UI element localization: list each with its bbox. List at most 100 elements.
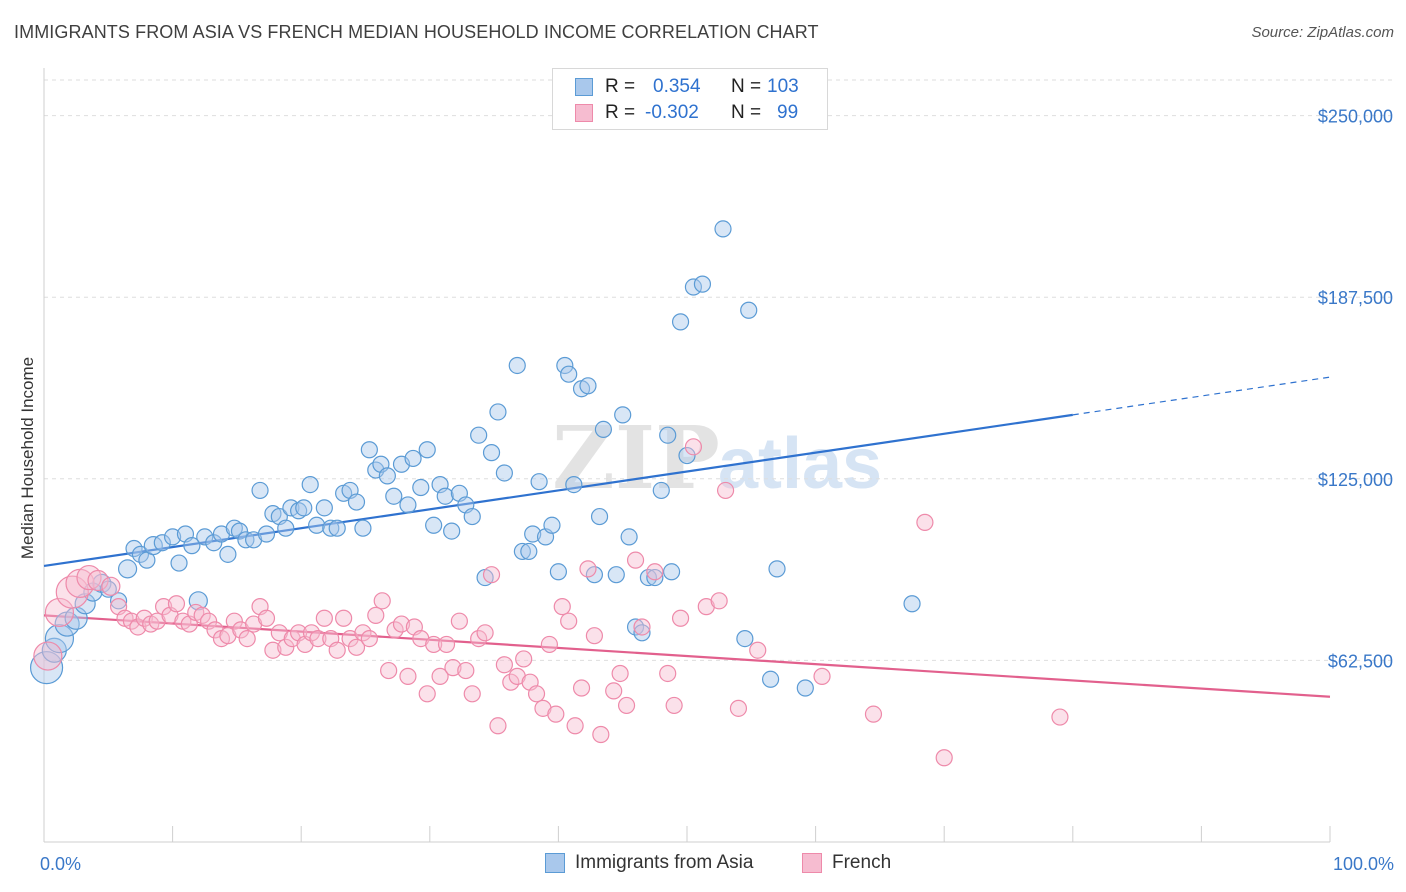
asia-point [170,554,188,572]
asia-point [153,534,171,552]
x-tick-label: 0.0% [40,854,81,874]
legend-n-value: 99 [777,102,799,123]
french-point [495,656,513,674]
asia-point [714,220,732,238]
french-point [864,705,883,723]
asia-point [188,591,208,611]
french-point [560,612,578,630]
asia-point [740,301,758,319]
french-point [633,618,651,636]
asia-trend-extension [1072,376,1331,416]
source-label: Source: ZipAtlas.com [1251,24,1394,41]
legend-swatch-french [575,104,593,122]
french-point [813,667,831,685]
asia-point [903,595,921,613]
asia-point [315,499,333,517]
french-point [540,635,558,654]
french-point [129,618,147,636]
french-point [566,717,584,735]
french-point [122,612,141,630]
asia-point [109,592,128,610]
asia-point [412,478,430,497]
french-point [572,679,591,697]
asia-point [219,545,237,563]
asia-point [354,519,372,537]
series-legend: Immigrants from Asia French [0,852,1406,878]
correlation-legend: R = 0.354 N = 103 R = -0.302 N = 99 [552,68,828,130]
french-point [916,513,934,531]
french-point [935,749,953,767]
asia-point [117,559,138,579]
french-point [360,630,378,648]
french-point [489,717,507,735]
french-point [671,609,690,627]
french-point [463,685,481,703]
asia-point [436,487,454,505]
french-point [347,638,366,656]
french-point [193,606,211,624]
french-point [328,641,346,659]
asia-point [495,464,513,482]
asia-point [44,624,75,654]
french-point [200,612,218,630]
asia-point [524,525,542,543]
legend-n-label: N = [731,102,762,123]
french-point [470,630,488,648]
asia-point [590,507,609,526]
french-point [502,673,520,691]
french-point [425,635,443,654]
french-point [135,609,153,627]
french-point [626,551,645,569]
series-label-asia: Immigrants from Asia [575,852,754,873]
asia-point [796,679,814,697]
asia-point [143,536,163,556]
asia-point [295,499,313,517]
asia-point [290,502,308,520]
asia-point [639,568,658,587]
french-point [225,612,243,630]
asia-point [463,507,481,526]
legend-n-value: 103 [767,76,799,97]
asia-point [347,493,366,511]
asia-point [736,630,754,648]
watermark-zip: ZIP [552,408,720,509]
french-point [553,598,571,616]
asia-point [585,566,604,584]
asia-point [652,481,670,500]
french-point [729,699,748,717]
asia-point [530,473,548,491]
french-point [684,438,703,456]
asia-point [620,528,638,546]
asia-point [508,356,526,375]
french-point [55,575,89,609]
french-point [585,627,604,645]
french-point [482,566,501,584]
asia-point [549,563,568,581]
asia-point [482,444,501,462]
asia-point [607,566,625,584]
french-point [592,725,610,744]
french-point [659,664,677,683]
asia-point [360,441,378,459]
y-tick-label: $125,000 [1318,470,1393,490]
french-point [749,641,767,659]
french-point [257,609,276,627]
french-point [617,696,636,715]
series-swatch-french [802,853,822,873]
french-point [315,609,333,627]
asia-point [251,481,269,500]
asia-point [633,624,651,642]
asia-point [74,593,96,615]
asia-point [322,519,340,537]
french-point [167,595,186,613]
legend-swatch-asia [575,78,593,96]
french-point [710,592,728,610]
asia-point [399,496,417,514]
french-trend-line [43,614,1331,698]
asia-point [125,539,143,558]
asia-point [183,537,201,555]
asia-point [257,525,276,543]
french-point [302,624,321,642]
asia-point [470,426,488,444]
french-point [238,630,256,648]
